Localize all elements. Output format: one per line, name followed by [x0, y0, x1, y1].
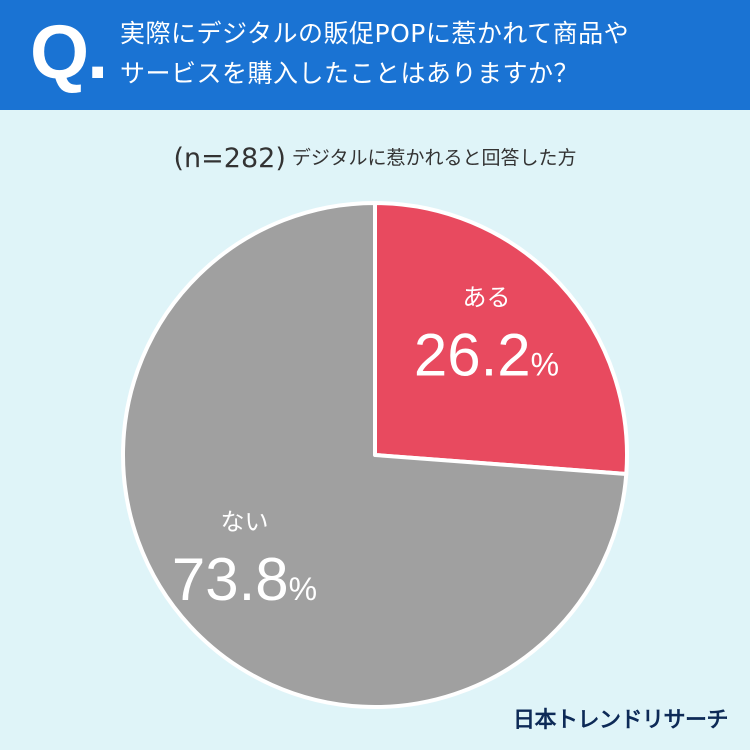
- sample-size: (n=282): [173, 143, 286, 174]
- slice-label-no: ない: [220, 508, 268, 536]
- respondent-group: デジタルに惹かれると回答した方: [291, 147, 577, 169]
- question-line-2: サービスを購入したことはありますか？: [120, 59, 580, 88]
- question-header: Q. 実際にデジタルの販促POPに惹かれて商品や サービスを購入したことはありま…: [0, 0, 750, 110]
- pie-slice-yes: [373, 201, 629, 476]
- question-text: 実際にデジタルの販促POPに惹かれて商品や サービスを購入したことはありますか？: [120, 14, 735, 94]
- slice-value-unit-no: %: [289, 571, 317, 607]
- slice-label-yes: ある: [462, 284, 510, 312]
- brand-logo: 日本トレンドリサーチ: [512, 708, 729, 733]
- question-line-1: 実際にデジタルの販促POPに惹かれて商品や: [120, 19, 630, 48]
- question-mark-label: Q.: [30, 10, 108, 95]
- chart-subtitle: (n=282) デジタルに惹かれると回答した方: [0, 143, 750, 174]
- slice-value-yes: 26.2%: [414, 322, 559, 389]
- slice-value-number-no: 73.8: [172, 546, 289, 613]
- slice-value-no: 73.8%: [172, 546, 317, 613]
- slice-value-number-yes: 26.2: [414, 322, 531, 389]
- pie-slice-no: [121, 201, 629, 709]
- slice-value-unit-yes: %: [531, 347, 559, 383]
